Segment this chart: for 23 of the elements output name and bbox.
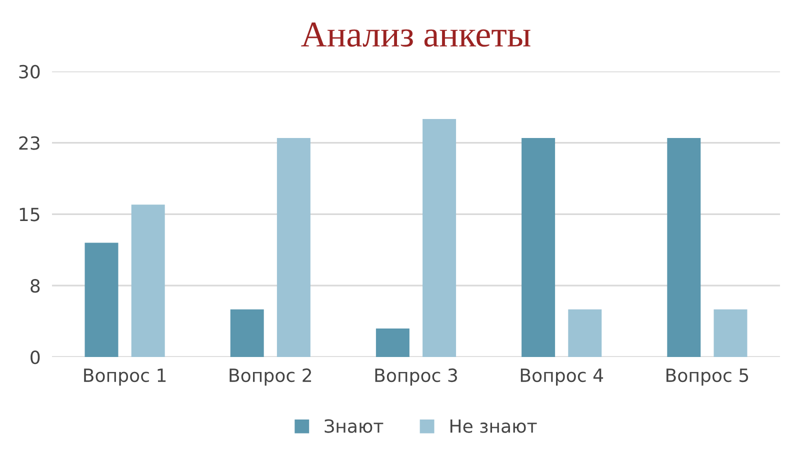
bar xyxy=(568,309,602,357)
bar xyxy=(422,119,456,357)
y-tick-label: 23 xyxy=(19,136,40,150)
bar xyxy=(276,138,310,357)
chart-title: Анализ анкеты xyxy=(301,22,530,47)
bar xyxy=(230,309,264,357)
bar xyxy=(522,138,556,357)
x-tick-label: Вопрос 5 xyxy=(666,368,748,386)
y-tick-label: 30 xyxy=(19,64,40,79)
y-tick-label: 8 xyxy=(30,279,40,293)
legend-label: Не знают xyxy=(450,420,537,433)
x-tick-label: Вопрос 1 xyxy=(84,368,166,386)
bar xyxy=(714,309,748,357)
bar xyxy=(376,328,410,357)
x-tick-label: Вопрос 3 xyxy=(375,368,457,386)
legend-label: Знают xyxy=(324,419,384,433)
x-tick-label: Вопрос 4 xyxy=(520,368,604,386)
bar xyxy=(84,242,118,357)
bar xyxy=(131,204,165,357)
bar xyxy=(667,138,701,357)
y-tick-label: 0 xyxy=(30,350,40,364)
y-tick-label: 15 xyxy=(20,208,40,222)
x-tick-label: Вопрос 2 xyxy=(230,368,312,386)
